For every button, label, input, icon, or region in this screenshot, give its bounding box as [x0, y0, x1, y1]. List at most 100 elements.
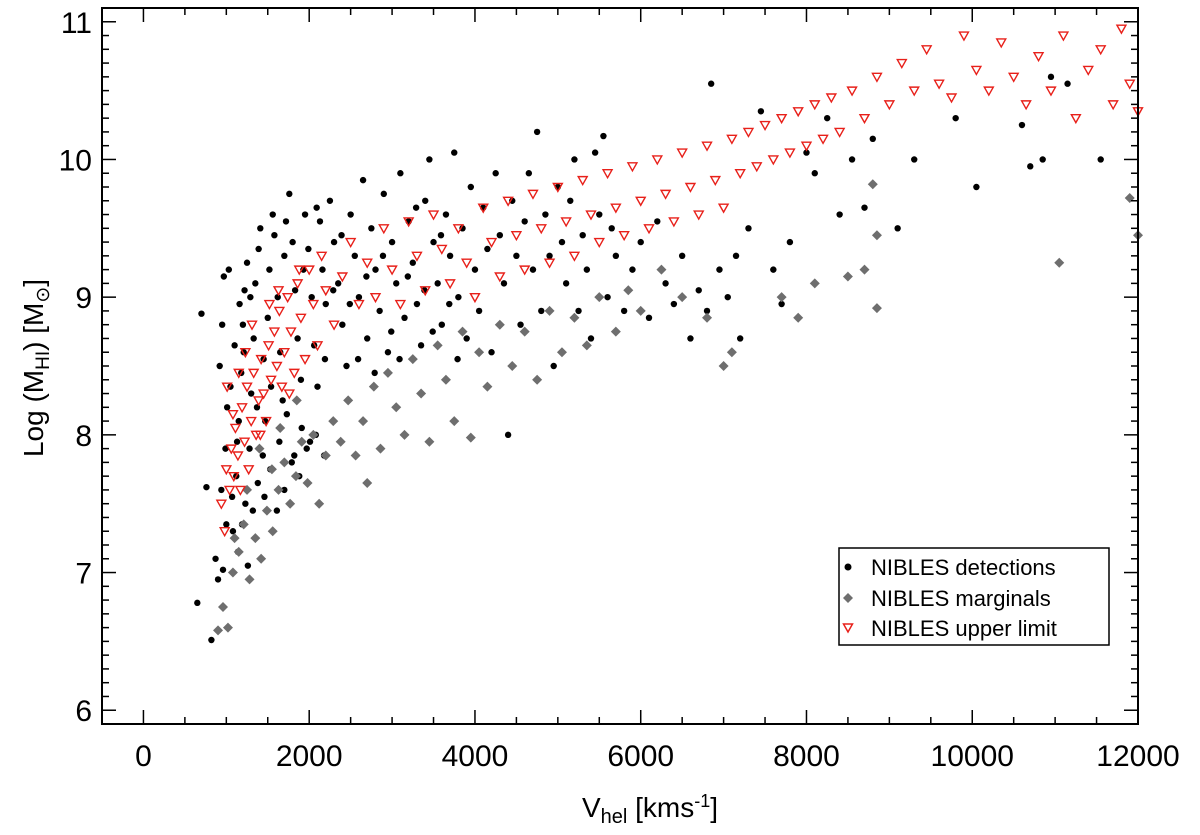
upper-limit-point [452, 224, 465, 235]
marginal-point [350, 450, 361, 461]
marginal-point [328, 416, 339, 427]
detection-point [218, 321, 226, 328]
detection-point [401, 314, 408, 322]
series-detections [194, 73, 1104, 644]
upper-limit-point [273, 306, 286, 317]
detection-point [654, 218, 661, 225]
detection-point [736, 335, 744, 342]
marginal-point [229, 533, 240, 544]
detection-point [911, 156, 918, 163]
upper-limit-point [218, 527, 231, 538]
marginal-point [343, 395, 354, 406]
detection-point [562, 280, 570, 287]
marginal-point [726, 347, 737, 358]
detection-point [417, 342, 425, 349]
upper-limit-point [626, 162, 639, 173]
upper-limit-point [233, 368, 245, 379]
upper-limit-point [295, 313, 307, 324]
marginal-point [635, 305, 646, 316]
marginal-point [290, 471, 301, 482]
legend-marker-detections [844, 563, 852, 571]
upper-limit-point [228, 471, 240, 483]
marginal-point [1054, 257, 1065, 268]
detection-point [571, 156, 578, 163]
upper-limit-point [593, 237, 605, 249]
upper-limit-point [281, 292, 294, 304]
upper-limit-point [234, 485, 247, 496]
detection-point [587, 335, 595, 342]
detection-point [459, 225, 466, 232]
detection-point [198, 310, 205, 317]
marginal-point [482, 381, 493, 392]
upper-limit-point [299, 354, 311, 366]
detection-point [620, 307, 628, 315]
marginal-point [314, 498, 325, 509]
detection-point [525, 170, 533, 177]
detection-point [220, 273, 228, 280]
marginal-point [244, 574, 255, 585]
detection-point [380, 190, 387, 198]
upper-limit-point [668, 217, 680, 228]
detection-point [1018, 121, 1026, 129]
marginal-point [391, 402, 402, 413]
upper-limit-point [610, 203, 622, 214]
marginal-point [842, 271, 853, 282]
tick-labels: 0 2000 4000 6000 8000 10000 12000 6 7 8 9 10 11 [59, 7, 1180, 773]
detection-point [645, 314, 653, 322]
upper-limit-point [970, 65, 983, 76]
detection-point [330, 238, 338, 246]
detection-point [247, 293, 254, 301]
y-tick-label: 7 [75, 558, 92, 591]
detection-point [471, 266, 479, 273]
marginal-point [465, 432, 476, 443]
marginal-point [556, 347, 567, 358]
upper-limit-point [552, 182, 564, 193]
upper-limit-point [278, 348, 291, 359]
upper-limit-point [241, 382, 253, 393]
detection-point [254, 479, 262, 487]
upper-limit-point [469, 292, 481, 304]
x-tick-label: 6000 [607, 740, 674, 773]
upper-limit-point [378, 224, 390, 235]
upper-limit-point [232, 451, 244, 462]
upper-limit-point [833, 127, 846, 138]
detection-point [542, 211, 549, 218]
marginal-point [793, 312, 804, 323]
detection-point [223, 404, 231, 411]
upper-limit-point [1107, 100, 1119, 111]
upper-limit-point [386, 265, 398, 276]
marginal-point [809, 278, 820, 289]
marginal-point [656, 264, 667, 275]
upper-limit-point [229, 423, 242, 434]
upper-limit-point [1124, 79, 1136, 90]
upper-limit-point [933, 79, 945, 90]
upper-limit-point [1082, 65, 1094, 76]
detection-point [393, 280, 400, 287]
detection-point [229, 528, 237, 535]
axis-ticks [102, 7, 1139, 725]
detection-point [384, 349, 392, 356]
upper-limit-point [246, 320, 258, 331]
marginal-point [320, 450, 331, 461]
upper-limit-point [858, 113, 871, 125]
detection-point [326, 197, 334, 204]
marginal-point [308, 429, 319, 440]
detection-point [413, 300, 421, 308]
marginal-point [871, 303, 882, 314]
upper-limit-point [809, 100, 821, 111]
upper-limit-point [920, 45, 933, 56]
detection-point [244, 562, 252, 569]
detection-point [203, 483, 210, 491]
detection-point [496, 231, 504, 239]
upper-limit-point [344, 237, 357, 249]
upper-limit-point [221, 382, 233, 393]
detection-point [297, 376, 305, 383]
upper-limit-point [1095, 45, 1107, 56]
detection-point [504, 431, 512, 439]
upper-limit-point [215, 499, 228, 510]
upper-limit-point [276, 382, 288, 393]
detection-point [500, 280, 508, 287]
detection-point [276, 349, 284, 356]
marginal-point [718, 361, 729, 371]
detection-point [745, 225, 752, 232]
